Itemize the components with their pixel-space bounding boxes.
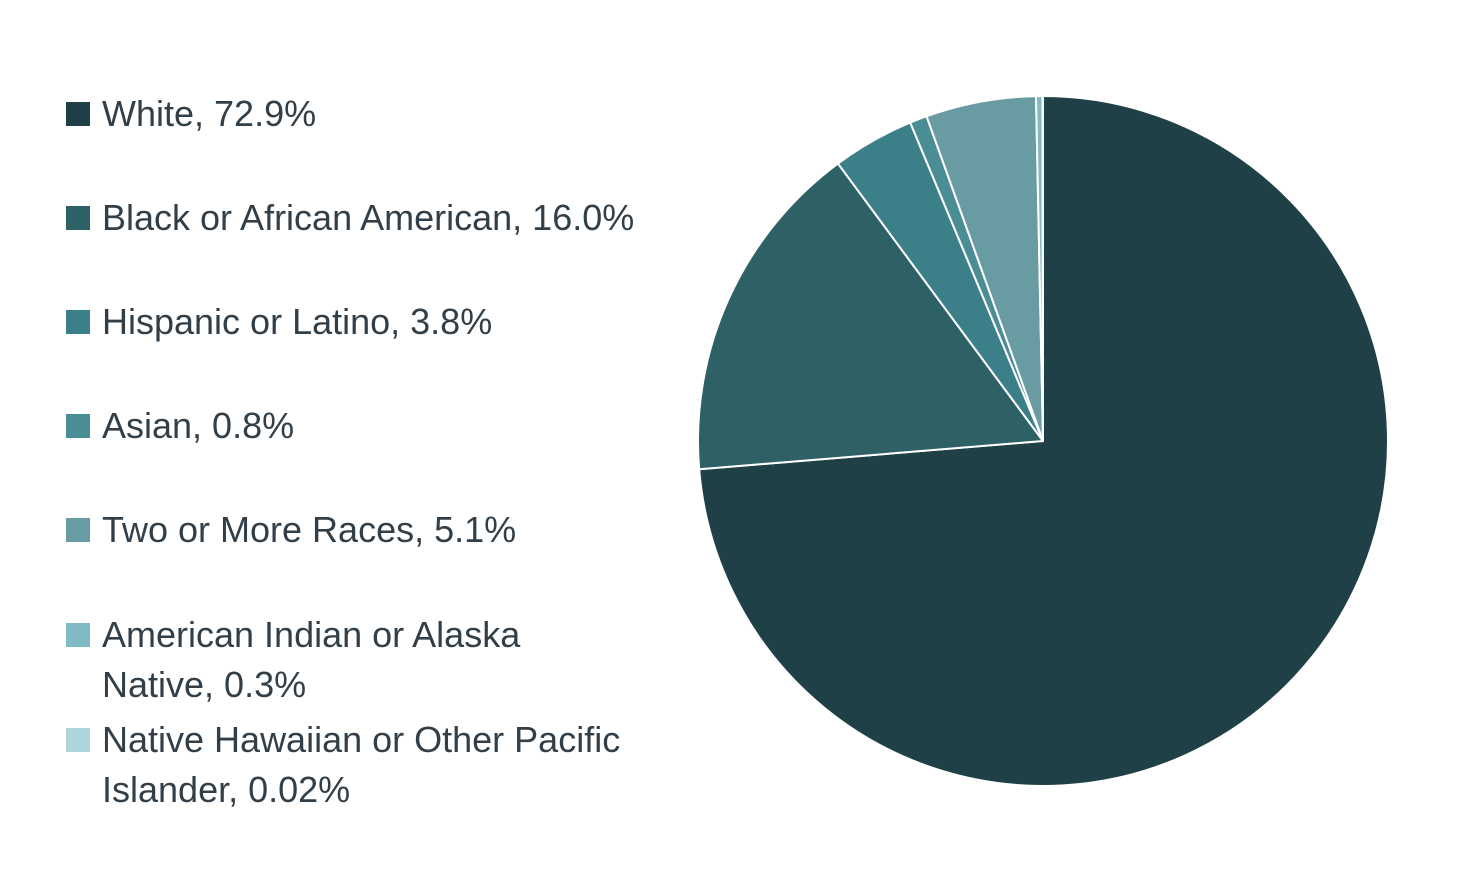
legend-item-american-indian-alaska-native: American Indian or Alaska Native, 0.3% xyxy=(66,610,586,710)
legend-item-hispanic-latino: Hispanic or Latino, 3.8% xyxy=(66,297,666,347)
legend-label-white: White, 72.9% xyxy=(102,93,317,134)
legend-swatch-american-indian-alaska-native xyxy=(66,623,90,647)
legend-label-american-indian-alaska-native: American Indian or Alaska Native, 0.3% xyxy=(102,614,521,705)
legend-label-asian: Asian, 0.8% xyxy=(102,405,295,446)
legend-swatch-hispanic-latino xyxy=(66,310,90,334)
legend-item-asian: Asian, 0.8% xyxy=(66,401,666,451)
legend-item-two-or-more-races: Two or More Races, 5.1% xyxy=(66,505,666,555)
legend-label-hispanic-latino: Hispanic or Latino, 3.8% xyxy=(102,301,493,342)
legend-swatch-native-hawaiian-pacific-islander xyxy=(66,728,90,752)
legend-swatch-black-african-american xyxy=(66,206,90,230)
legend-swatch-white xyxy=(66,102,90,126)
legend-label-black-african-american: Black or African American, 16.0% xyxy=(102,197,635,238)
legend-label-native-hawaiian-pacific-islander: Native Hawaiian or Other Pacific Islande… xyxy=(102,719,621,810)
legend-swatch-asian xyxy=(66,414,90,438)
legend-item-white: White, 72.9% xyxy=(66,89,666,139)
chart-legend: White, 72.9% Black or African American, … xyxy=(66,0,706,892)
legend-swatch-two-or-more-races xyxy=(66,518,90,542)
pie-slice-black-or-african-american xyxy=(697,162,1044,471)
legend-label-two-or-more-races: Two or More Races, 5.1% xyxy=(102,509,517,550)
legend-item-black-african-american: Black or African American, 16.0% xyxy=(66,193,686,243)
legend-item-native-hawaiian-pacific-islander: Native Hawaiian or Other Pacific Islande… xyxy=(66,715,686,815)
